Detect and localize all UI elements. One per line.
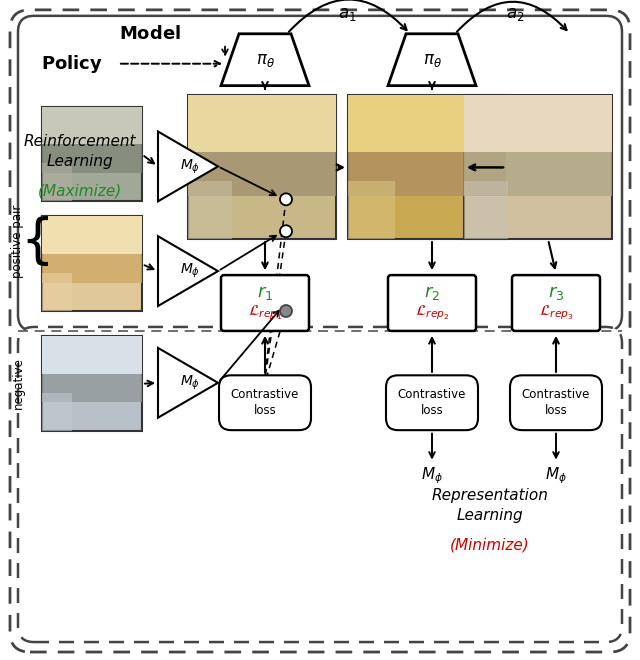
Bar bbox=[42, 336, 142, 374]
Text: $a_1$: $a_1$ bbox=[338, 5, 356, 23]
Text: $r_1$: $r_1$ bbox=[257, 284, 273, 302]
Bar bbox=[42, 216, 142, 311]
Text: Reinforcement
Learning: Reinforcement Learning bbox=[24, 134, 136, 169]
Bar bbox=[348, 94, 506, 152]
FancyBboxPatch shape bbox=[221, 275, 309, 331]
FancyBboxPatch shape bbox=[512, 275, 600, 331]
Bar bbox=[188, 94, 336, 239]
Bar bbox=[464, 182, 508, 239]
Text: $\mathcal{L}_{rep_3}$: $\mathcal{L}_{rep_3}$ bbox=[539, 304, 573, 322]
Text: $\pi_\theta$: $\pi_\theta$ bbox=[422, 52, 442, 69]
Bar bbox=[42, 106, 142, 201]
FancyBboxPatch shape bbox=[388, 275, 476, 331]
Polygon shape bbox=[221, 34, 309, 86]
Bar bbox=[188, 152, 336, 196]
Text: $\mathcal{L}_{rep_2}$: $\mathcal{L}_{rep_2}$ bbox=[415, 304, 449, 322]
Text: (Minimize): (Minimize) bbox=[450, 538, 530, 553]
Text: positive pair: positive pair bbox=[12, 205, 24, 278]
Bar bbox=[42, 106, 142, 145]
Bar bbox=[464, 94, 612, 152]
Circle shape bbox=[280, 305, 292, 317]
Text: $r_3$: $r_3$ bbox=[548, 284, 564, 302]
Bar bbox=[348, 182, 396, 239]
FancyBboxPatch shape bbox=[18, 327, 622, 642]
Text: loss: loss bbox=[420, 404, 444, 417]
Text: $M_\phi$: $M_\phi$ bbox=[180, 374, 200, 392]
Text: Contrastive: Contrastive bbox=[398, 388, 466, 401]
FancyBboxPatch shape bbox=[386, 376, 478, 430]
Bar bbox=[464, 94, 612, 239]
Text: $M_\phi$: $M_\phi$ bbox=[545, 465, 567, 486]
Text: $\mathcal{L}_{rep_1}$: $\mathcal{L}_{rep_1}$ bbox=[248, 304, 282, 322]
Circle shape bbox=[280, 193, 292, 205]
Text: $r_2$: $r_2$ bbox=[424, 284, 440, 302]
Bar bbox=[188, 94, 336, 152]
Polygon shape bbox=[388, 34, 476, 86]
Text: Contrastive: Contrastive bbox=[522, 388, 590, 401]
Text: Contrastive: Contrastive bbox=[231, 388, 299, 401]
Text: negative: negative bbox=[12, 357, 24, 409]
Text: loss: loss bbox=[253, 404, 276, 417]
Bar bbox=[348, 152, 506, 196]
Bar bbox=[42, 254, 142, 282]
Text: $\mathbf{Policy}$: $\mathbf{Policy}$ bbox=[41, 53, 103, 75]
Text: (Maximize): (Maximize) bbox=[38, 184, 122, 199]
Polygon shape bbox=[158, 131, 218, 201]
Text: $\mathbf{Model}$: $\mathbf{Model}$ bbox=[119, 25, 181, 43]
Polygon shape bbox=[158, 236, 218, 306]
FancyBboxPatch shape bbox=[10, 10, 630, 652]
Text: Representation
Learning: Representation Learning bbox=[431, 488, 548, 523]
Bar bbox=[348, 94, 506, 239]
Circle shape bbox=[280, 225, 292, 237]
Text: $M_\phi$: $M_\phi$ bbox=[421, 465, 443, 486]
Text: $M_\phi$: $M_\phi$ bbox=[180, 262, 200, 280]
Bar bbox=[42, 164, 72, 201]
FancyBboxPatch shape bbox=[510, 376, 602, 430]
Bar bbox=[42, 336, 142, 431]
Bar bbox=[42, 145, 142, 173]
Bar bbox=[464, 152, 612, 196]
FancyBboxPatch shape bbox=[18, 16, 622, 331]
Text: $\pi_\theta$: $\pi_\theta$ bbox=[255, 52, 275, 69]
Text: $a_2$: $a_2$ bbox=[506, 5, 524, 23]
Bar bbox=[42, 374, 142, 402]
Text: $M_\phi$: $M_\phi$ bbox=[180, 157, 200, 176]
Text: loss: loss bbox=[545, 404, 568, 417]
FancyBboxPatch shape bbox=[219, 376, 311, 430]
Bar bbox=[42, 273, 72, 311]
Bar bbox=[188, 182, 232, 239]
Text: $\{$: $\{$ bbox=[19, 214, 49, 268]
Bar bbox=[42, 393, 72, 431]
Bar bbox=[42, 216, 142, 254]
Polygon shape bbox=[158, 348, 218, 418]
